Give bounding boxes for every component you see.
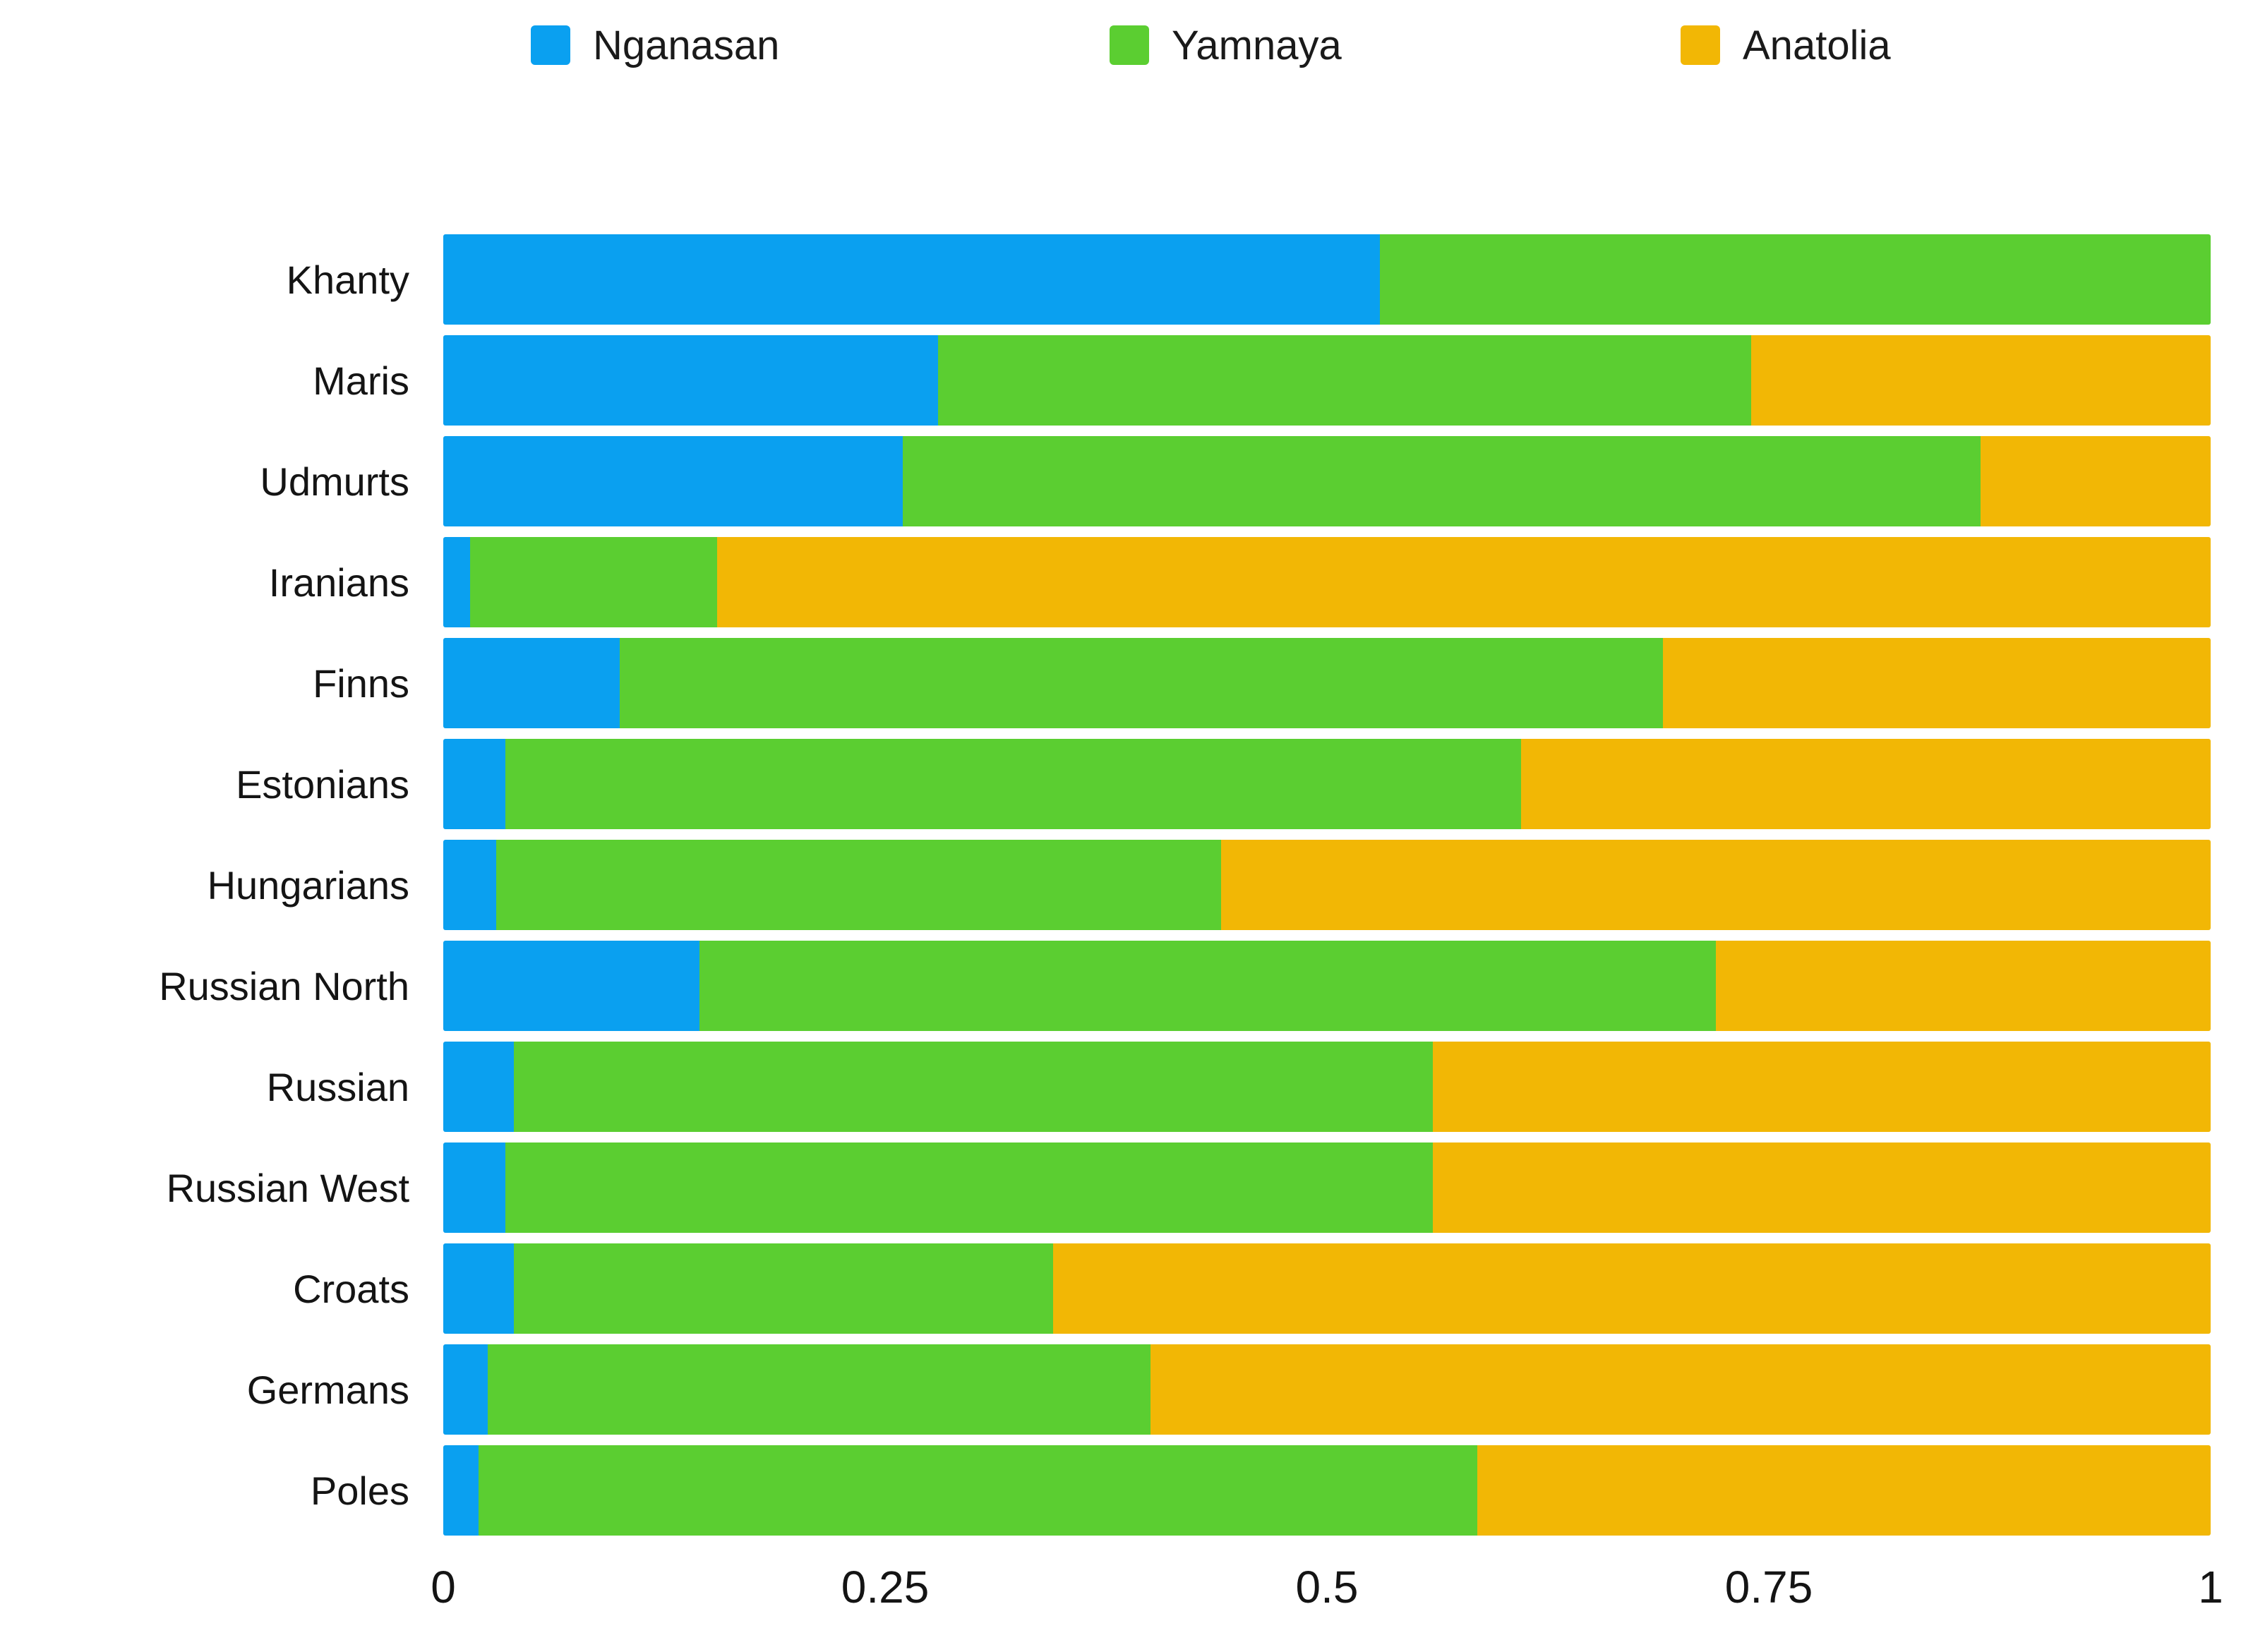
bar-row: Russian <box>0 1042 2241 1132</box>
bar-segment-anatolia <box>1750 335 2211 426</box>
category-label: Udmurts <box>260 459 409 504</box>
bar-segment-anatolia <box>1981 436 2211 526</box>
bar-segment-yamnaya <box>620 638 1663 728</box>
category-label: Estonians <box>236 761 409 807</box>
x-axis: 0 0.25 0.5 0.75 1 <box>431 1561 2223 1624</box>
legend-item-anatolia: Anatolia <box>1681 20 1891 71</box>
bar-row: Germans <box>0 1344 2241 1435</box>
bar-segment-yamnaya <box>505 1142 1434 1233</box>
category-label: Poles <box>310 1468 409 1513</box>
x-axis-tick-label: 1 <box>2198 1562 2223 1612</box>
bar-segment-nganasan <box>443 638 620 728</box>
bar-segment-yamnaya <box>487 1344 1150 1435</box>
bar-segment-yamnaya <box>938 335 1751 426</box>
bar-segment-nganasan <box>443 436 903 526</box>
bar-segment-nganasan <box>443 1344 488 1435</box>
bar-segment-nganasan <box>443 739 505 829</box>
bar-segment-anatolia <box>1521 739 2211 829</box>
bar-track <box>443 436 2211 526</box>
x-axis-tick-label: 0.5 <box>1295 1562 1359 1612</box>
category-label: Germans <box>246 1367 409 1412</box>
bar-segment-anatolia <box>1150 1344 2211 1435</box>
bar-track <box>443 234 2211 325</box>
bar-rows: Khanty Maris Udmurts Iranians Fi <box>0 234 2241 1546</box>
bar-segment-yamnaya <box>1380 234 2211 325</box>
legend-item-nganasan: Nganasan <box>531 20 779 71</box>
bar-row: Maris <box>0 335 2241 426</box>
bar-segment-yamnaya <box>469 537 718 627</box>
bar-segment-nganasan <box>443 1042 515 1132</box>
bar-track <box>443 638 2211 728</box>
bar-segment-yamnaya <box>514 1042 1434 1132</box>
bar-track <box>443 840 2211 930</box>
bar-row: Russian West <box>0 1142 2241 1233</box>
bar-row: Poles <box>0 1445 2241 1536</box>
bar-segment-yamnaya <box>514 1243 1053 1334</box>
legend-swatch-nganasan <box>531 25 570 65</box>
x-axis-tick-label: 0.75 <box>1724 1562 1813 1612</box>
category-label: Croats <box>293 1266 409 1311</box>
bar-track <box>443 1344 2211 1435</box>
bar-track <box>443 1445 2211 1536</box>
bar-row: Hungarians <box>0 840 2241 930</box>
legend-item-yamnaya: Yamnaya <box>1110 20 1342 71</box>
bar-segment-yamnaya <box>699 941 1716 1031</box>
category-label: Hungarians <box>207 862 409 908</box>
bar-segment-anatolia <box>1052 1243 2211 1334</box>
bar-row: Russian North <box>0 941 2241 1031</box>
bar-row: Iranians <box>0 537 2241 627</box>
legend-label-nganasan: Nganasan <box>593 22 780 68</box>
bar-segment-anatolia <box>1433 1042 2211 1132</box>
x-axis-tick-label: 0 <box>431 1562 456 1612</box>
category-label: Russian North <box>159 963 409 1008</box>
x-axis-tick-label: 0.25 <box>841 1562 930 1612</box>
bar-segment-nganasan <box>443 840 497 930</box>
category-label: Iranians <box>268 560 409 605</box>
bar-row: Estonians <box>0 739 2241 829</box>
bar-segment-anatolia <box>1220 840 2211 930</box>
bar-track <box>443 1142 2211 1233</box>
bar-segment-nganasan <box>443 1142 505 1233</box>
bar-segment-yamnaya <box>496 840 1221 930</box>
legend-swatch-anatolia <box>1681 25 1720 65</box>
bar-track <box>443 1042 2211 1132</box>
legend-swatch-yamnaya <box>1110 25 1149 65</box>
category-label: Khanty <box>286 257 409 302</box>
bar-row: Udmurts <box>0 436 2241 526</box>
bar-segment-nganasan <box>443 335 939 426</box>
bar-segment-anatolia <box>1477 1445 2211 1536</box>
bar-track <box>443 1243 2211 1334</box>
bar-row: Croats <box>0 1243 2241 1334</box>
bar-segment-nganasan <box>443 941 700 1031</box>
category-label: Russian <box>266 1064 409 1109</box>
category-label: Russian West <box>166 1165 409 1210</box>
bar-segment-nganasan <box>443 1445 479 1536</box>
bar-row: Finns <box>0 638 2241 728</box>
bar-track <box>443 537 2211 627</box>
bar-segment-nganasan <box>443 1243 515 1334</box>
bar-segment-anatolia <box>1715 941 2211 1031</box>
bar-segment-nganasan <box>443 537 470 627</box>
bar-segment-yamnaya <box>903 436 1981 526</box>
bar-segment-yamnaya <box>505 739 1522 829</box>
bar-segment-anatolia <box>1662 638 2211 728</box>
legend-label-yamnaya: Yamnaya <box>1172 22 1342 68</box>
bar-track <box>443 335 2211 426</box>
bar-segment-yamnaya <box>479 1445 1477 1536</box>
bar-segment-anatolia <box>1433 1142 2211 1233</box>
bar-row: Khanty <box>0 234 2241 325</box>
category-label: Finns <box>313 661 409 706</box>
category-label: Maris <box>313 358 409 403</box>
bar-segment-nganasan <box>443 234 1381 325</box>
bar-track <box>443 739 2211 829</box>
bar-track <box>443 941 2211 1031</box>
legend-label-anatolia: Anatolia <box>1743 22 1891 68</box>
bar-segment-anatolia <box>717 537 2211 627</box>
